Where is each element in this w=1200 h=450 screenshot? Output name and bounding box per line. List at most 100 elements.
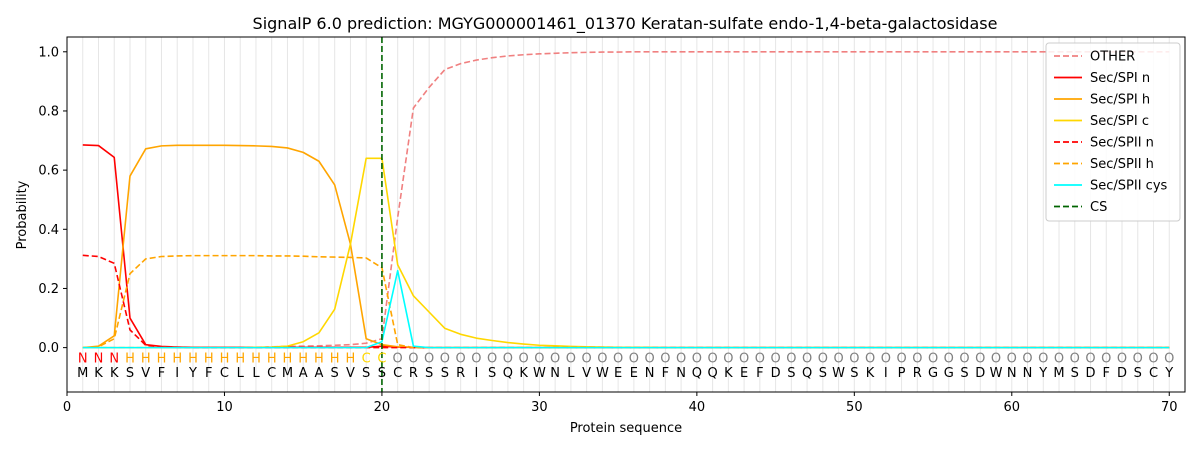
plot-area [82, 37, 1170, 392]
series-line [82, 157, 1170, 349]
legend-label: OTHER [1090, 50, 1135, 65]
region-label: O [928, 351, 938, 366]
region-label: O [550, 351, 560, 366]
residue-label: S [126, 366, 134, 381]
region-label: O [802, 351, 812, 366]
residue-label: S [819, 366, 827, 381]
residue-label: R [913, 366, 922, 381]
residue-label: N [550, 366, 560, 381]
legend-label: Sec/SPII cys [1090, 179, 1168, 194]
residue-label: K [866, 366, 875, 381]
region-label: O [723, 351, 733, 366]
y-axis-label: Probability [15, 180, 30, 249]
residue-label: Y [1164, 366, 1173, 381]
residue-label: K [110, 366, 119, 381]
residue-label: R [409, 366, 418, 381]
region-label: O [519, 351, 529, 366]
region-label: H [298, 351, 308, 366]
x-tick-label: 20 [374, 400, 391, 415]
series-line [82, 254, 1170, 349]
region-label: H [251, 351, 261, 366]
residue-label: E [614, 366, 622, 381]
residue-label: Q [692, 366, 702, 381]
region-label: H [172, 351, 182, 366]
region-label: H [220, 351, 230, 366]
region-label: O [1148, 351, 1158, 366]
region-label: O [660, 351, 670, 366]
residue-label: W [533, 366, 546, 381]
region-label: O [393, 351, 403, 366]
region-label: O [944, 351, 954, 366]
region-label: C [377, 351, 386, 366]
region-label: O [975, 351, 985, 366]
y-tick-label: 0.8 [38, 104, 59, 119]
region-label: O [896, 351, 906, 366]
x-tick-label: 60 [1004, 400, 1021, 415]
series-line [82, 254, 1170, 349]
region-label: O [786, 351, 796, 366]
residue-label: S [1134, 366, 1142, 381]
residue-label: D [975, 366, 985, 381]
region-label: O [424, 351, 434, 366]
series-line [82, 144, 1170, 349]
region-label: O [692, 351, 702, 366]
residue-label: Y [1038, 366, 1047, 381]
grid-lines [82, 37, 1170, 392]
residue-label: K [519, 366, 528, 381]
residue-label: Q [802, 366, 812, 381]
region-label: O [991, 351, 1001, 366]
legend-label: Sec/SPI n [1090, 71, 1150, 86]
residue-label: C [220, 366, 229, 381]
residue-label: G [928, 366, 938, 381]
residue-label: E [740, 366, 748, 381]
residue-label: F [205, 366, 212, 381]
region-label: H [283, 351, 293, 366]
x-tick-label: 50 [846, 400, 863, 415]
region-label: O [408, 351, 418, 366]
x-tick-label: 40 [689, 400, 706, 415]
region-label: O [566, 351, 576, 366]
series-line [82, 269, 1170, 349]
residue-label: I [474, 366, 478, 381]
legend-label: Sec/SPI h [1090, 93, 1150, 108]
region-label: H [125, 351, 135, 366]
region-label: N [109, 351, 119, 366]
residue-label: C [1149, 366, 1158, 381]
region-label: O [645, 351, 655, 366]
region-label: O [833, 351, 843, 366]
region-label: O [613, 351, 623, 366]
legend-label: CS [1090, 200, 1107, 215]
residue-label: E [630, 366, 638, 381]
region-label: H [141, 351, 151, 366]
region-label: O [503, 351, 513, 366]
y-tick-label: 0.2 [38, 282, 59, 297]
residue-label: F [662, 366, 669, 381]
legend-label: Sec/SPI c [1090, 114, 1149, 129]
residue-label: S [787, 366, 795, 381]
residue-label: F [756, 366, 763, 381]
region-label: O [1007, 351, 1017, 366]
residue-label: M [1053, 366, 1064, 381]
region-label: O [912, 351, 922, 366]
region-label: H [330, 351, 340, 366]
region-label: C [362, 351, 371, 366]
region-label: O [1117, 351, 1127, 366]
region-label: O [881, 351, 891, 366]
region-label: O [770, 351, 780, 366]
residue-label: N [1007, 366, 1017, 381]
residue-label: Q [707, 366, 717, 381]
region-label: H [235, 351, 245, 366]
x-tick-label: 70 [1161, 400, 1178, 415]
residue-label: V [582, 366, 591, 381]
legend: OTHER Sec/SPI n Sec/SPI h Sec/SPI c Sec/SPII… [1045, 42, 1181, 222]
region-label: O [739, 351, 749, 366]
residue-label: S [425, 366, 433, 381]
legend-box [1045, 42, 1181, 222]
residue-label: F [158, 366, 165, 381]
residue-label: P [898, 366, 906, 381]
residue-label: W [596, 366, 609, 381]
region-label: O [1101, 351, 1111, 366]
region-label: H [314, 351, 324, 366]
region-label: O [1038, 351, 1048, 366]
